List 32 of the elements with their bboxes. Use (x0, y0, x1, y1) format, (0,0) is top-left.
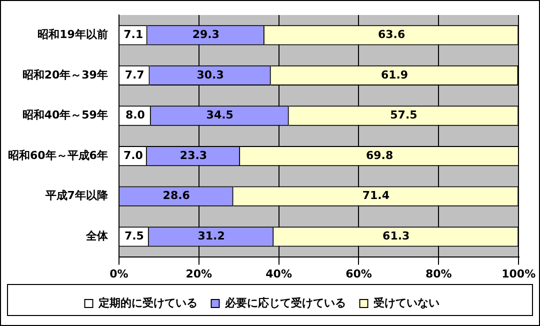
data-label: 71.4 (362, 189, 390, 202)
y-tick-label: 昭和40年～59年 (22, 108, 108, 122)
x-tick-label: 100% (502, 267, 536, 280)
x-tick-label: 20% (186, 267, 212, 280)
data-label: 69.8 (366, 148, 394, 162)
data-label: 31.2 (198, 230, 225, 243)
data-label: 23.3 (180, 148, 208, 162)
data-label: 7.5 (124, 230, 144, 243)
data-label: 61.9 (380, 68, 408, 82)
x-tick-label: 40% (266, 267, 292, 280)
data-label: 8.0 (125, 108, 146, 122)
y-tick-label: 昭和19年以前 (38, 28, 108, 42)
y-tick-label: 平成7年以降 (44, 189, 109, 202)
y-tick-label: 昭和60年～平成6年 (8, 148, 108, 162)
legend-label: 定期的に受けている (97, 296, 198, 310)
data-label: 34.5 (206, 108, 234, 122)
y-tick-label: 昭和20年～39年 (22, 68, 108, 82)
data-label: 29.3 (192, 28, 220, 42)
y-tick-label: 全体 (84, 230, 109, 243)
data-label: 7.0 (123, 148, 144, 162)
data-label: 28.6 (162, 189, 190, 202)
x-tick-label: 0% (110, 267, 128, 280)
data-label: 61.3 (382, 230, 410, 243)
data-label: 7.7 (124, 68, 144, 82)
data-label: 30.3 (196, 68, 224, 82)
data-label: 63.6 (378, 28, 406, 42)
legend-label: 受けていない (372, 296, 440, 310)
data-label: 57.5 (390, 108, 418, 122)
legend-label: 必要に応じて受けている (224, 296, 346, 310)
x-tick-label: 80% (426, 267, 452, 280)
data-label: 7.1 (124, 28, 144, 42)
x-tick-label: 60% (346, 267, 372, 280)
